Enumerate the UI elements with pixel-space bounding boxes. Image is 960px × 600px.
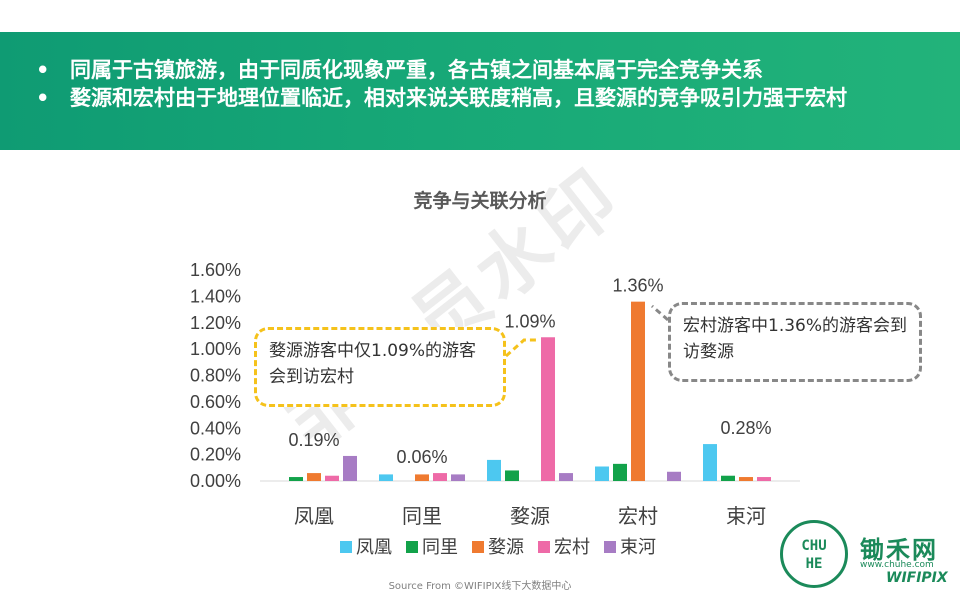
callout-left: 婺源游客中仅1.09%的游客会到访宏村 bbox=[254, 327, 506, 407]
bar bbox=[613, 463, 627, 481]
chart-title: 竞争与关联分析 bbox=[413, 190, 547, 212]
legend-swatch bbox=[604, 541, 616, 553]
legend-swatch bbox=[472, 541, 484, 553]
bullet-item: • 同属于古镇旅游，由于同质化现象严重，各古镇之间基本属于完全竞争关系 bbox=[36, 56, 916, 84]
legend-label: 宏村 bbox=[554, 537, 590, 558]
bar bbox=[307, 473, 321, 481]
bullet-list: • 同属于古镇旅游，由于同质化现象严重，各古镇之间基本属于完全竞争关系 • 婺源和宏… bbox=[36, 56, 916, 112]
y-tick-label: 1.20% bbox=[190, 313, 241, 333]
bullet-dot-icon: • bbox=[36, 86, 50, 110]
bar bbox=[343, 455, 357, 481]
logo-seal: CHU HE bbox=[780, 520, 848, 588]
bar bbox=[289, 477, 303, 481]
logo: CHU HE 锄禾网 www.chuhe.com WIFIPIX bbox=[780, 520, 960, 592]
bar bbox=[667, 471, 681, 481]
y-tick-label: 0.60% bbox=[190, 392, 241, 412]
bar bbox=[631, 301, 645, 481]
x-tick-label: 凤凰 bbox=[294, 504, 334, 528]
data-label: 0.19% bbox=[288, 430, 339, 450]
bar bbox=[703, 444, 717, 481]
y-tick-label: 0.40% bbox=[190, 418, 241, 438]
bar bbox=[379, 474, 393, 481]
legend-swatch bbox=[406, 541, 418, 553]
y-tick-label: 1.00% bbox=[190, 339, 241, 359]
legend-label: 束河 bbox=[620, 537, 656, 558]
bullet-item: • 婺源和宏村由于地理位置临近，相对来说关联度稍高，且婺源的竞争吸引力强于宏村 bbox=[36, 84, 916, 112]
y-tick-label: 0.80% bbox=[190, 366, 241, 386]
callout-right: 宏村游客中1.36%的游客会到访婺源 bbox=[668, 302, 922, 382]
bar bbox=[415, 474, 429, 481]
bullet-dot-icon: • bbox=[36, 58, 50, 82]
source-note: Source From ©WIFIPIX线下大数据中心 bbox=[388, 581, 572, 592]
x-tick-label: 同里 bbox=[402, 504, 442, 528]
bar bbox=[739, 477, 753, 481]
legend-swatch bbox=[340, 541, 352, 553]
legend-label: 婺源 bbox=[488, 537, 524, 558]
logo-brand: WIFIPIX bbox=[886, 570, 948, 586]
bullet-text: 同属于古镇旅游，由于同质化现象严重，各古镇之间基本属于完全竞争关系 bbox=[70, 58, 763, 82]
logo-url: www.chuhe.com bbox=[860, 560, 934, 570]
callout-right-pointer bbox=[651, 304, 669, 322]
bar bbox=[721, 475, 735, 481]
bar bbox=[433, 473, 447, 481]
y-tick-label: 1.60% bbox=[190, 260, 241, 280]
x-tick-label: 婺源 bbox=[510, 504, 550, 528]
bullet-text: 婺源和宏村由于地理位置临近，相对来说关联度稍高，且婺源的竞争吸引力强于宏村 bbox=[70, 86, 847, 110]
y-tick-label: 0.00% bbox=[190, 471, 241, 491]
header-banner: • 同属于古镇旅游，由于同质化现象严重，各古镇之间基本属于完全竞争关系 • 婺源和宏… bbox=[0, 32, 960, 150]
data-label: 0.06% bbox=[396, 447, 447, 467]
bar bbox=[505, 470, 519, 481]
y-tick-label: 1.40% bbox=[190, 286, 241, 306]
x-tick-label: 宏村 bbox=[618, 504, 658, 528]
y-tick-label: 0.20% bbox=[190, 445, 241, 465]
bar bbox=[451, 474, 465, 481]
bar bbox=[325, 475, 339, 481]
data-label: 1.36% bbox=[612, 276, 663, 296]
legend-label: 同里 bbox=[422, 537, 458, 558]
logo-name: 锄禾网 bbox=[860, 536, 938, 564]
data-label: 1.09% bbox=[504, 311, 555, 331]
bar bbox=[487, 459, 501, 481]
legend-swatch bbox=[538, 541, 550, 553]
data-label: 0.28% bbox=[720, 418, 771, 438]
bar bbox=[757, 477, 771, 481]
legend-label: 凤凰 bbox=[356, 537, 392, 558]
bar bbox=[595, 466, 609, 481]
bar bbox=[541, 337, 555, 481]
bar bbox=[559, 473, 573, 481]
callout-left-pointer bbox=[505, 338, 538, 358]
x-tick-label: 束河 bbox=[726, 504, 766, 528]
